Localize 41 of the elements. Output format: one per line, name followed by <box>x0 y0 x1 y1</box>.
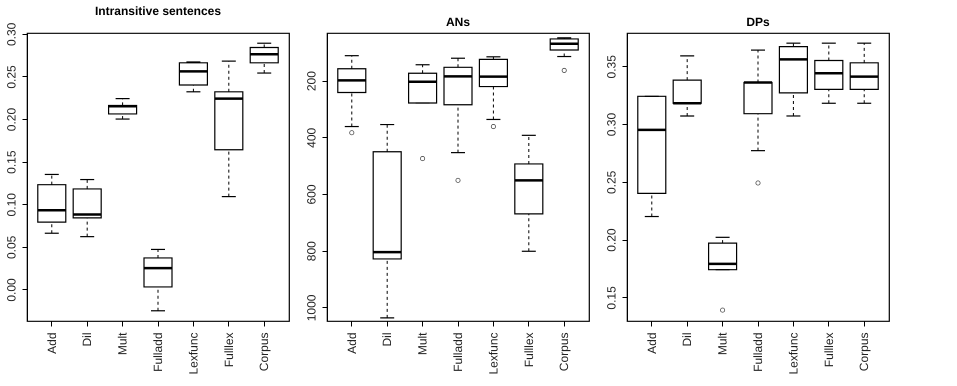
x-tick-label: Fulladd <box>151 332 165 372</box>
x-tick-label: Add <box>344 332 359 354</box>
chart-title: Intransitive sentences <box>94 4 222 18</box>
y-tick-label: 0.20 <box>4 108 18 132</box>
x-tick-label: Lexfunc <box>486 332 500 375</box>
y-tick-label: 0.25 <box>4 64 18 89</box>
x-tick-label: Fulladd <box>751 332 765 372</box>
y-tick-label: 600 <box>304 184 318 205</box>
y-tick-label: 0.30 <box>604 112 618 136</box>
x-tick-label: Lexfunc <box>786 332 800 375</box>
y-tick-label: 1000 <box>304 294 318 322</box>
y-tick-label: 0.20 <box>604 228 618 252</box>
y-tick-label: 0.30 <box>4 22 18 46</box>
y-tick-label: 0.35 <box>604 54 618 78</box>
x-tick-label: Corpus <box>257 332 272 372</box>
x-tick-label: Lexfunc <box>186 332 200 375</box>
x-tick-label: Add <box>644 332 659 354</box>
x-tick-label: Corpus <box>857 332 872 372</box>
y-tick-label: 0.10 <box>4 192 18 216</box>
x-tick-label: Dil <box>380 332 394 346</box>
y-tick-label: 0.15 <box>604 286 618 310</box>
x-tick-label: Mult <box>716 332 730 356</box>
y-tick-label: 400 <box>304 127 318 148</box>
x-tick-label: Dil <box>80 332 94 346</box>
x-tick-label: Fulllex <box>822 332 836 368</box>
y-tick-label: 200 <box>304 70 318 92</box>
x-tick-label: Dil <box>680 332 694 346</box>
x-tick-label: Mult <box>116 332 130 356</box>
y-tick-label: 0.00 <box>4 278 18 302</box>
chart-title: DPs <box>746 15 770 29</box>
x-tick-label: Corpus <box>557 332 572 372</box>
y-tick-label: 800 <box>304 240 318 262</box>
y-tick-label: 0.15 <box>4 150 18 174</box>
x-tick-label: Add <box>44 332 59 354</box>
x-tick-label: Fulllex <box>522 332 536 368</box>
x-tick-label: Fulladd <box>451 332 465 372</box>
chart-title: ANs <box>446 15 470 29</box>
x-tick-label: Fulllex <box>222 332 236 368</box>
x-tick-label: Mult <box>416 332 430 356</box>
y-tick-label: 0.05 <box>4 235 18 260</box>
y-tick-label: 0.25 <box>604 170 618 194</box>
